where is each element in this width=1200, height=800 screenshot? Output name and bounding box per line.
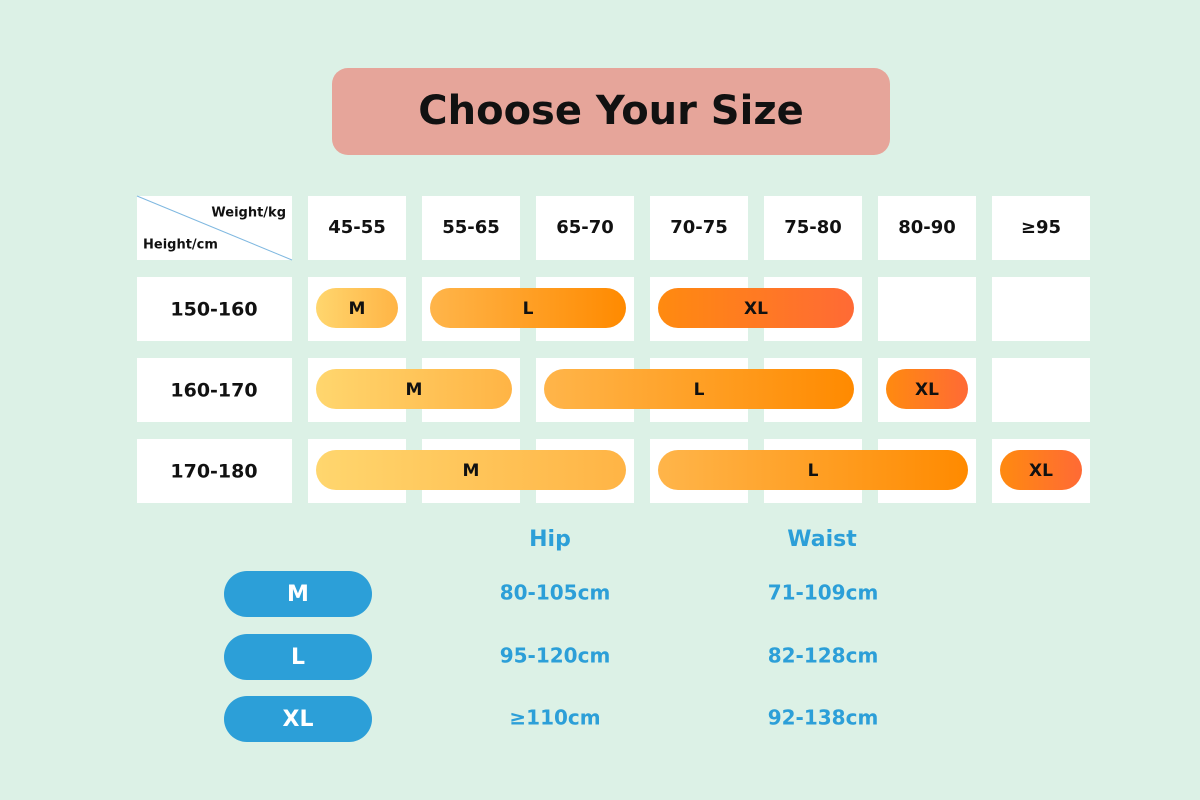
size-label: M [406, 380, 423, 400]
row-header: 160-170 [170, 380, 257, 402]
column-header-cell [650, 196, 748, 260]
hip-value: ≥110cm [509, 706, 600, 730]
row-header-cell [137, 358, 292, 422]
cell [992, 277, 1090, 341]
size-label: XL [744, 299, 768, 319]
size-bar [658, 288, 854, 328]
hip-value: 95-120cm [500, 644, 611, 668]
size-label: L [694, 380, 705, 400]
hip-value: 80-105cm [500, 581, 611, 605]
size-label: XL [1029, 461, 1053, 481]
column-header-cell [536, 196, 634, 260]
size-pill-label: XL [283, 707, 314, 732]
measure-header: Hip [529, 527, 571, 552]
cell [992, 358, 1090, 422]
size-bar [544, 369, 854, 409]
size-pill [224, 634, 372, 680]
waist-value: 71-109cm [768, 581, 879, 605]
size-bar [316, 369, 512, 409]
row-header: 170-180 [170, 461, 257, 483]
size-label: L [523, 299, 534, 319]
size-label: XL [915, 380, 939, 400]
waist-value: 82-128cm [768, 644, 879, 668]
column-header-cell [878, 196, 976, 260]
column-header: ≥95 [1021, 217, 1061, 238]
waist-value: 92-138cm [768, 706, 879, 730]
column-header: 65-70 [556, 217, 614, 238]
row-header-cell [137, 439, 292, 503]
title: Choose Your Size [418, 88, 804, 134]
size-label: M [463, 461, 480, 481]
title-box [332, 68, 890, 155]
size-label: L [808, 461, 819, 481]
row-header: 150-160 [170, 299, 257, 321]
size-label: M [349, 299, 366, 319]
size-bar [316, 450, 626, 490]
size-bar [886, 369, 968, 409]
corner-column-label: Weight/kg [211, 206, 286, 221]
column-header: 45-55 [328, 217, 386, 238]
size-bar [658, 450, 968, 490]
cell [878, 277, 976, 341]
measure-header: Waist [787, 527, 857, 552]
corner-diagonal [136, 195, 293, 261]
size-pill-label: L [291, 645, 305, 670]
column-header: 55-65 [442, 217, 500, 238]
column-header-cell [422, 196, 520, 260]
column-header-cell [764, 196, 862, 260]
column-header: 80-90 [898, 217, 956, 238]
corner-row-label: Height/cm [143, 238, 218, 253]
size-bar [316, 288, 398, 328]
size-pill-label: M [287, 582, 309, 607]
size-bar [1000, 450, 1082, 490]
size-pill [224, 696, 372, 742]
row-header-cell [137, 277, 292, 341]
column-header: 70-75 [670, 217, 728, 238]
column-header: 75-80 [784, 217, 842, 238]
size-bar [430, 288, 626, 328]
size-pill [224, 571, 372, 617]
column-header-cell [992, 196, 1090, 260]
column-header-cell [308, 196, 406, 260]
